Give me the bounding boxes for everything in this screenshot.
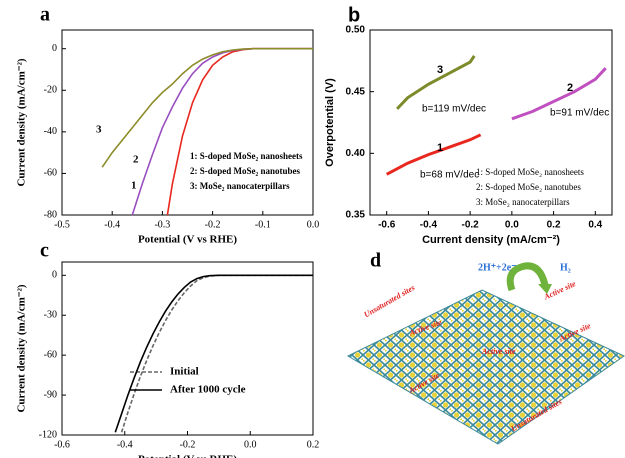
y-tick-label: 0 — [52, 270, 57, 281]
panel-label: b — [348, 4, 360, 26]
x-tick-label: -0.4 — [117, 439, 133, 450]
x-tick-label: 0.0 — [307, 219, 320, 230]
x-tick-label: 0.0 — [244, 439, 257, 450]
plot-frame — [62, 262, 313, 435]
legend-label: After 1000 cycle — [170, 384, 246, 396]
annotation: 1 — [131, 180, 137, 192]
y-tick-label: -20 — [44, 85, 57, 96]
annotation: b=91 mV/dec — [550, 108, 609, 119]
legend-label: 2: S-doped MoSe₂ nanotubes — [476, 182, 581, 192]
x-axis-label: Current density (mA/cm⁻²) — [422, 234, 560, 246]
series-line — [102, 49, 313, 168]
x-tick-label: 0.2 — [547, 220, 561, 231]
panel-label: a — [40, 4, 50, 26]
y-tick-label: -30 — [44, 310, 57, 321]
y-axis-label: Overpotential (V) — [324, 78, 336, 167]
x-tick-label: -0.2 — [180, 439, 196, 450]
panel-b: b -0.6 -0.4 -0.2 0.0 0.2 0.4 0.35 0.40 0.45 0.50 Cu… — [324, 4, 612, 246]
x-tick-label: 0.4 — [588, 220, 602, 231]
annotation: 2 — [133, 154, 139, 166]
x-tick-label: -0.6 — [378, 220, 396, 231]
site-label: Unsaturated sites — [362, 283, 416, 319]
y-axis-label: Current density (mA/cm⁻²) — [16, 58, 28, 186]
x-tick-label: -0.3 — [154, 219, 170, 230]
x-tick-label: -0.6 — [54, 439, 70, 450]
reaction-label: 2H⁺+2e⁻ — [478, 262, 516, 273]
x-tick-label: -0.2 — [205, 219, 221, 230]
y-tick-label: 0.45 — [346, 86, 366, 97]
series-line — [387, 135, 481, 175]
x-tick-label: -0.4 — [420, 220, 438, 231]
product-label: H₂ — [560, 262, 571, 273]
panel-c: c -0.6 -0.4 -0.2 0.0 0.2 0 -30 -60 -90 -120 Potenti… — [16, 240, 320, 458]
x-tick-label: 0.2 — [307, 439, 320, 450]
annotation: 3 — [437, 64, 443, 76]
series-line — [397, 56, 474, 109]
x-tick-label: -0.4 — [104, 219, 120, 230]
x-axis-label: Potential (V vs RHE) — [138, 454, 237, 458]
panel-a: a -0.5 -0.4 -0.3 -0.2 -0.1 0.0 0 -20 -40 -60 -80 Pot… — [16, 4, 320, 246]
x-tick-label: -0.1 — [255, 219, 271, 230]
annotation: 1 — [437, 142, 443, 154]
figure: d 2H⁺+2e⁻ H₂ a -0.5 -0.4 -0.3 -0.2 -0.1 0.0 0 -2… — [0, 0, 625, 458]
panel-label: d — [370, 250, 381, 272]
lattice — [348, 290, 624, 444]
y-tick-label: -60 — [44, 168, 57, 179]
x-tick-label: -0.2 — [462, 220, 480, 231]
y-tick-label: -60 — [44, 349, 57, 360]
x-tick-label: 0.0 — [505, 220, 519, 231]
series-line — [115, 275, 313, 432]
annotation: b=119 mV/dec — [422, 104, 486, 115]
x-tick-label: -0.5 — [54, 219, 70, 230]
y-tick-label: -120 — [39, 429, 57, 440]
y-tick-label: 0.50 — [346, 25, 366, 36]
annotation: b=68 mV/dec — [420, 170, 479, 181]
x-axis-label: Potential (V vs RHE) — [138, 234, 237, 246]
series-line — [122, 275, 313, 432]
annotation: 2 — [567, 82, 573, 94]
legend-label: 2: S-doped MoSe₂ nanotubes — [190, 166, 300, 176]
legend-label: Initial — [170, 366, 199, 378]
y-tick-label: -40 — [44, 126, 57, 137]
legend-label: 3: MoSe₂ nanocaterpillars — [190, 181, 290, 191]
legend-label: 3: MoSe₂ nanocaterpillars — [476, 197, 570, 207]
y-tick-label: 0 — [52, 43, 57, 54]
legend-label: 1: S-doped MoSe₂ nanosheets — [476, 167, 584, 177]
site-label: Active site — [481, 347, 516, 356]
y-tick-label: 0.35 — [346, 210, 366, 221]
annotation: 3 — [96, 124, 102, 136]
y-tick-label: -90 — [44, 389, 57, 400]
y-axis-label: Current density (mA/cm⁻²) — [16, 284, 28, 412]
legend-label: 1: S-doped MoSe₂ nanosheets — [190, 151, 303, 161]
y-tick-label: 0.40 — [346, 148, 366, 159]
y-tick-label: -80 — [44, 209, 57, 220]
panel-label: c — [40, 240, 49, 262]
